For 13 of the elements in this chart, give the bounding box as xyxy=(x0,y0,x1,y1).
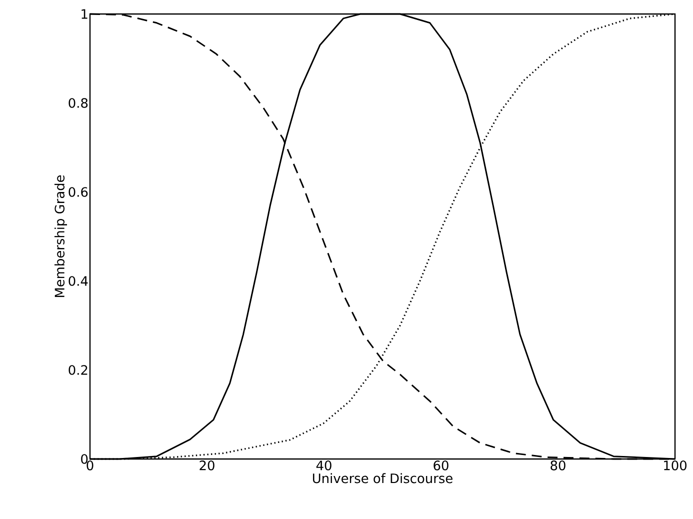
x-tick-label: 100 xyxy=(664,460,686,470)
x-tick-label: 20 xyxy=(200,460,214,470)
y-axis-title: Membership Grade xyxy=(54,175,68,298)
y-tick-label: 0.2 xyxy=(68,365,88,375)
x-axis-title: Universe of Discourse xyxy=(312,473,452,484)
x-tick-label: 80 xyxy=(550,460,566,470)
y-tick-label: 0.4 xyxy=(68,276,88,286)
x-tick-label: 60 xyxy=(434,460,448,470)
x-tick-label: 40 xyxy=(316,460,332,470)
y-tick-label: 1 xyxy=(82,9,88,19)
y-tick-label: 0.8 xyxy=(68,98,88,108)
y-tick-label: 0.6 xyxy=(68,187,88,197)
y-tick-label: 0 xyxy=(81,454,88,464)
